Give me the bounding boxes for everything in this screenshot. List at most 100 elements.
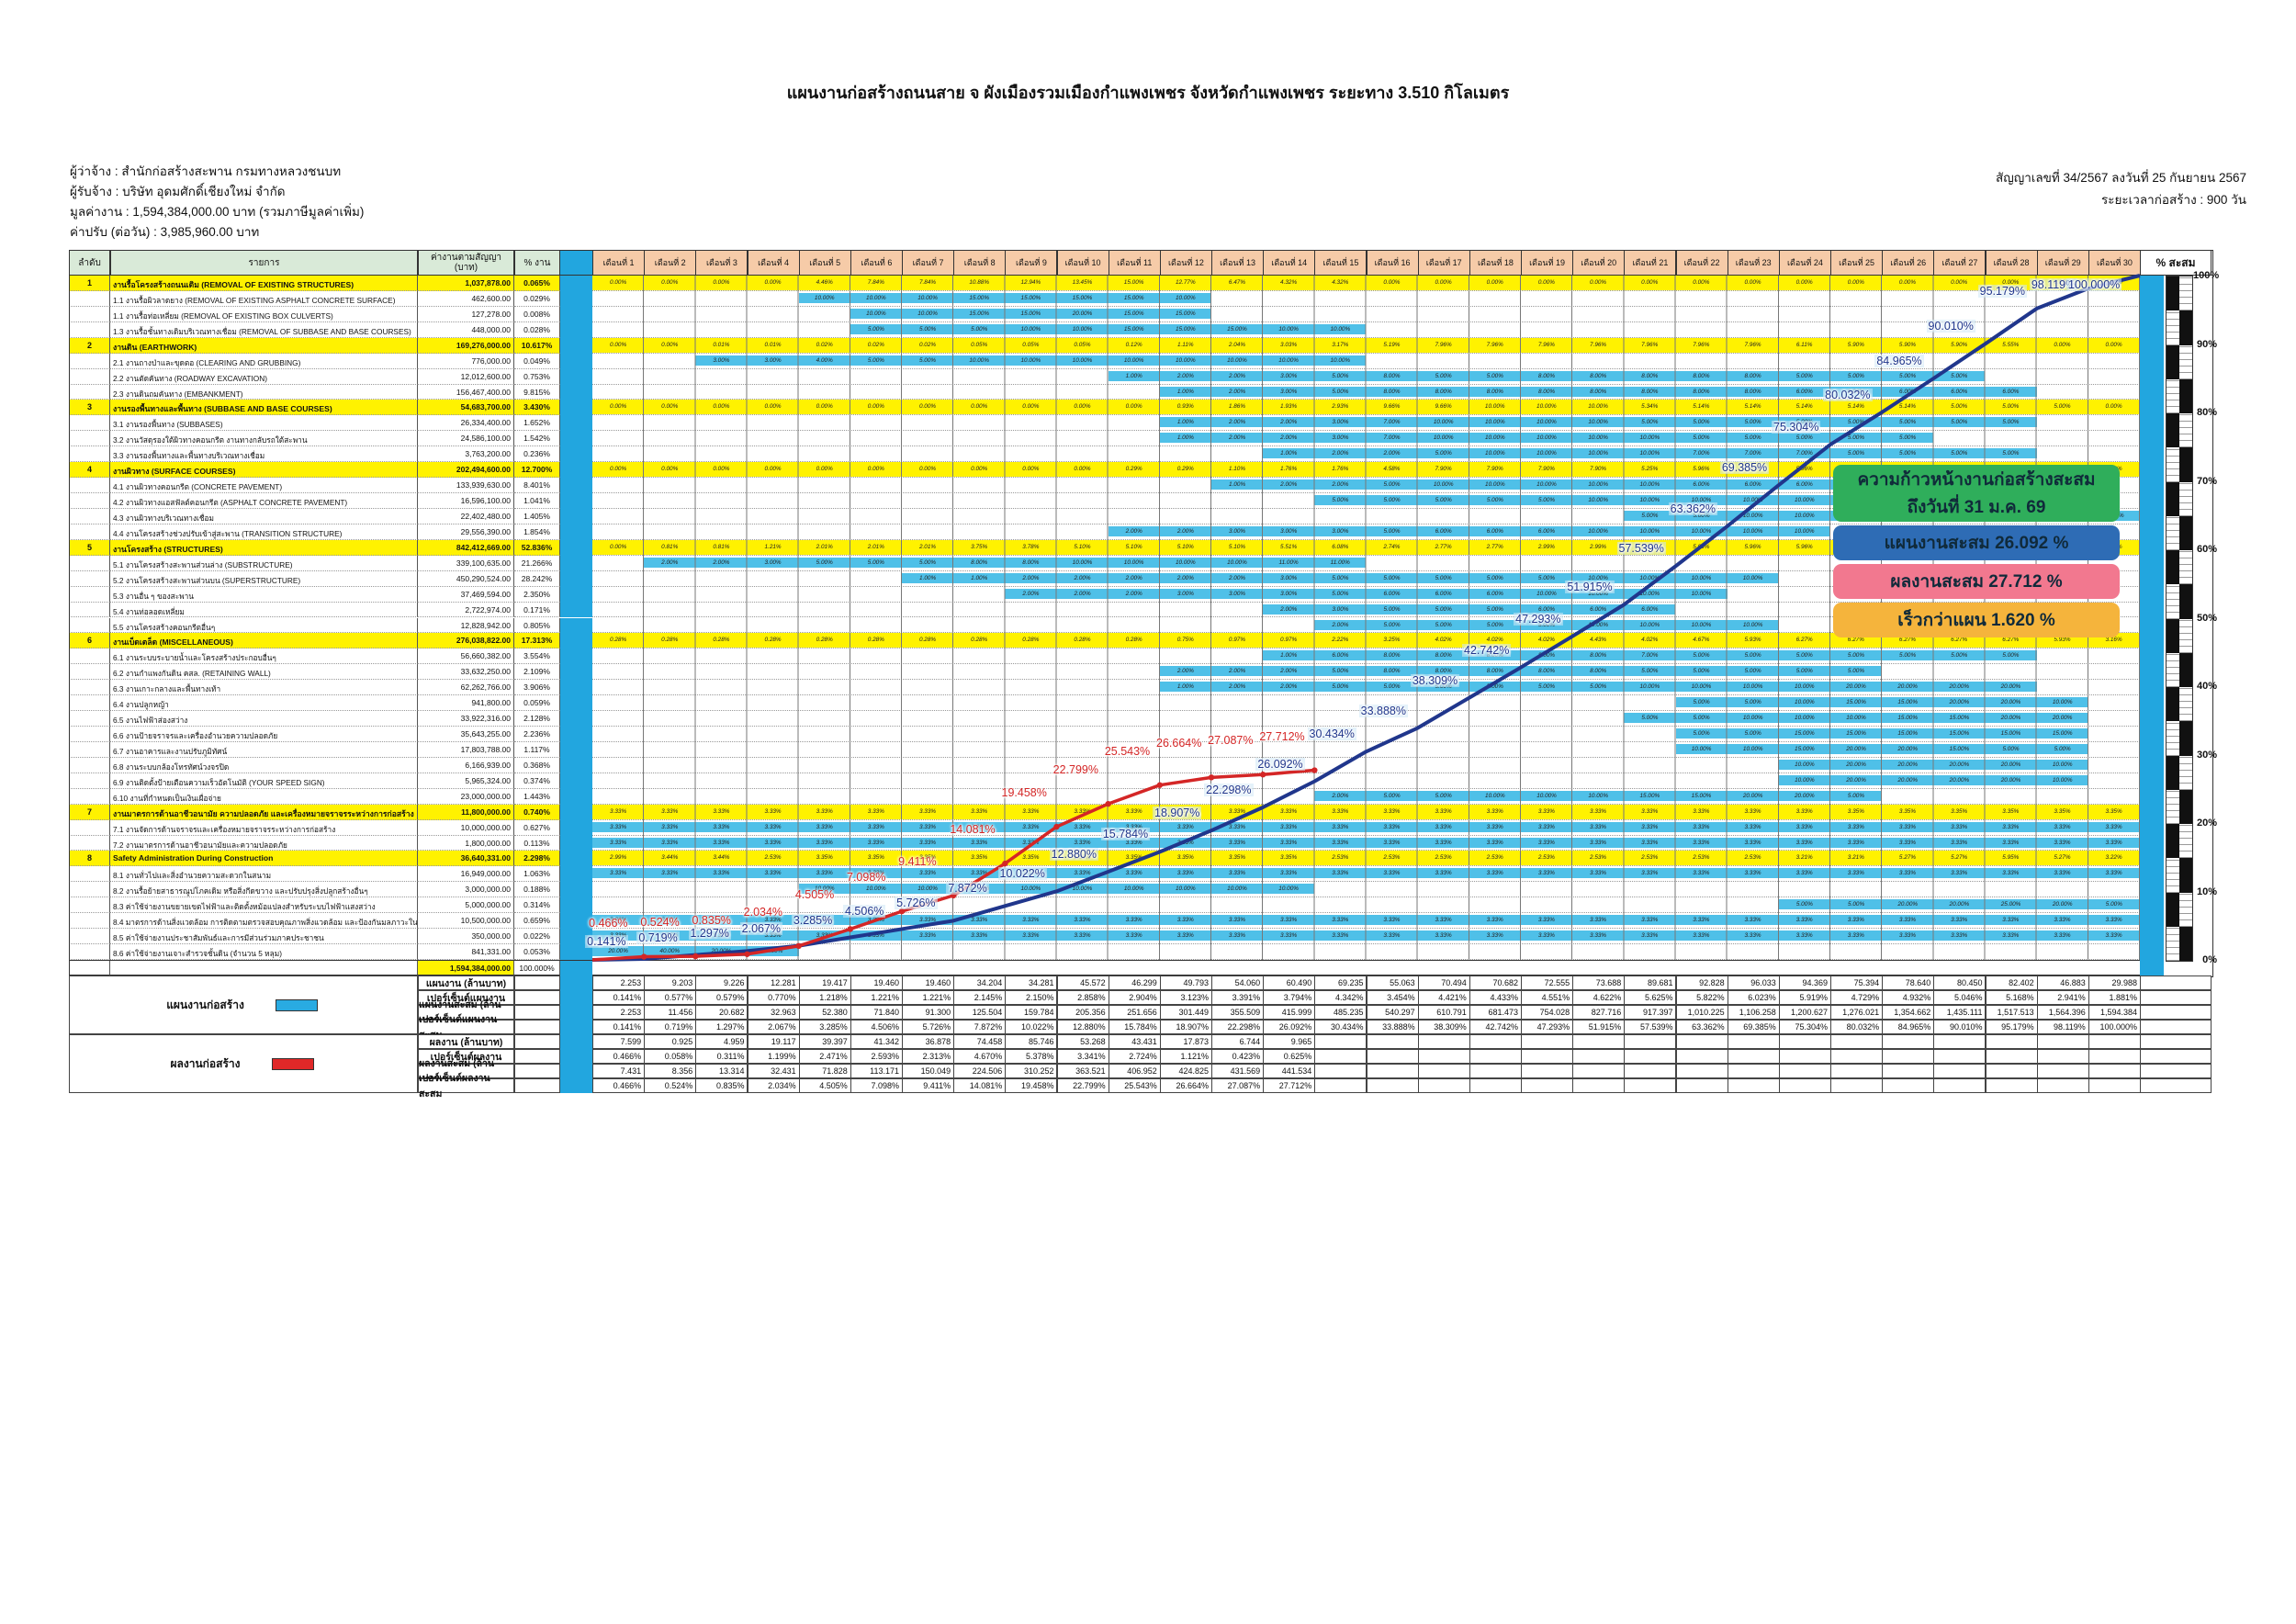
separator-strip [560,368,592,385]
gantt-cell-value: 7.90% [1435,466,1452,473]
summary-value-cell: 100.000% [2088,1020,2141,1034]
duration-line: ระยะเวลาก่อสร้าง : 900 วัน [2101,193,2246,207]
gantt-bar: 10.00% 20.00% 20.00% 20.00% 20.00% 10.00% [1778,759,2088,770]
row-number [69,835,110,851]
table-row: 6.9 งานติดตั้งป้ายเตือนความเร็วอัตโนมัติ… [69,773,2140,789]
summary-value-cell: 0.577% [644,990,697,1005]
gantt-cell-value: 10.00% [1588,497,1609,504]
summary-spacer [514,1020,560,1034]
gantt-cell-value: 2.00% [1383,450,1401,457]
gantt-cell-value: 2.00% [1229,419,1246,426]
summary-value-cell: 27.087% [1211,1078,1265,1093]
summary-value-cell: 0.141% [592,1020,646,1034]
separator-strip [560,929,592,945]
gantt-cell-value: 10.00% [1691,745,1712,752]
table-row: 6.8 งานระบบกล้องโทรทัศน์วงจรปิด 6,166,93… [69,757,2140,773]
row-number [69,819,110,836]
gantt-cell-value: 12.77% [1175,279,1196,286]
summary-value-cell: 1,106.258 [1727,1005,1780,1020]
gantt-cell-value: 10.00% [1691,574,1712,581]
summary-value-cell: 4.421% [1417,990,1470,1005]
gantt-cell-value: 8.00% [1744,388,1761,395]
gantt-cell-value: 5.00% [1435,450,1452,457]
gantt-bar: 2.00% 2.00% 3.00% 3.00% 3.00% 5.00% 6.00% 6.00%… [1108,525,1830,536]
summary-value-cell [2036,1034,2089,1049]
gantt-cell-value: 3.33% [1744,932,1761,940]
gantt-cell-value: 0.01% [764,341,782,348]
separator-strip [560,602,592,618]
gantt-cell-value: 20.00% [1846,776,1866,784]
row-label: 3.2 งานวัสดุรองใต้ผิวทางคอนกรีต งานทางกล… [110,431,418,447]
gantt-cell-value: 15.00% [1897,730,1919,738]
summary-value-cell [1366,1064,1419,1078]
gantt-row: 10.00% 10.00% 10.00% 15.00% 15.00% 15.00% 15.0… [592,291,2140,307]
row-label: 2.3 งานดินถมคันทาง (EMBANKMENT) [110,384,418,400]
row-percent: 0.188% [514,882,560,898]
table-row: 1 งานรื้อโครงสร้างถนนเดิม (REMOVAL OF EX… [69,276,2140,291]
gantt-cell-value: 3.33% [1074,932,1091,940]
summary-value-cell: 36.878 [902,1034,955,1049]
gantt-cell-value: 4.02% [1537,637,1555,644]
summary-value-cell: 96.033 [1727,976,1780,990]
gantt-cell-value: 3.33% [1280,807,1298,815]
summary-spacer [514,1064,560,1078]
row-amount: 29,556,390.00 [418,524,514,540]
month-header-cell: เดือนที่ 17 [1417,250,1470,276]
summary-value-cell [1469,1034,1522,1049]
gantt-cell-value: 15.00% [1123,325,1144,333]
gantt-cell-value: 3.33% [1641,870,1659,877]
summary-value-cell: 75.304% [1778,1020,1831,1034]
summary-value-cell: 14.081% [953,1078,1007,1093]
summary-value-cell: 0.524% [644,1078,697,1093]
month-header-cell: เดือนที่ 6 [850,250,903,276]
gantt-cell-value: 3.33% [2002,932,2020,940]
gantt-cell-value: 3.33% [1486,870,1503,877]
table-row: 4.2 งานผิวทางแอสฟัลต์คอนกรีต (ASPHALT CO… [69,493,2140,509]
row-label: 2.2 งานตัดคันทาง (ROADWAY EXCAVATION) [110,368,418,385]
summary-value-cell [1778,1078,1831,1093]
summary-value-cell: 45.572 [1056,976,1109,990]
gantt-cell-value: 5.00% [867,325,884,333]
gantt-cell-value: 15.00% [1123,279,1144,286]
gantt-cell-value: 10.00% [1536,450,1557,457]
row-number [69,446,110,463]
gantt-cell-value: 7.90% [1486,466,1503,473]
summary-value-cell [1624,1034,1677,1049]
table-row: 4.1 งานผิวทางคอนกรีต (CONCRETE PAVEMENT)… [69,478,2140,494]
month-header-cell: เดือนที่ 9 [1005,250,1058,276]
row-percent: 2.128% [514,711,560,727]
summary-value-cell: 125.504 [953,1005,1007,1020]
gantt-cell-value: 3.00% [1280,590,1298,597]
gantt-cell-value: 20.00% [2000,776,2021,784]
row-label: งานดิน (EARTHWORK) [110,337,418,354]
gantt-cell-value: 5.27% [2054,854,2071,862]
row-percent: 0.049% [514,353,560,369]
summary-value-cell: 74.458 [953,1034,1007,1049]
summary-value-cell [1521,1034,1574,1049]
summary-value-cell: 69.385% [1727,1020,1780,1034]
gantt-cell-value: 2.00% [661,558,679,566]
gantt-bar: 1.00% 2.00% 2.00% 3.00% 7.00% 10.00% 10.00% 10.… [1159,433,1934,444]
gantt-cell-value: 10.00% [1588,403,1608,411]
gantt-cell-value: 13.45% [1072,279,1093,286]
gantt-cell-value: 5.00% [1383,792,1401,799]
gantt-cell-value: 3.33% [1641,823,1659,830]
summary-value-cell: 917.397 [1624,1005,1677,1020]
gantt-cell-value: 8.00% [1590,652,1607,660]
gantt-cell-value: 3.33% [1022,839,1040,846]
separator-strip [560,446,592,463]
total-amount: 1,594,384,000.00 [418,961,514,976]
summary-value-cell: 34.204 [953,976,1007,990]
gantt-cell-value: 0.02% [816,341,833,348]
gantt-cell-value: 5.00% [1486,683,1503,691]
month-header-cell: เดือนที่ 1 [592,250,646,276]
summary-value-cell: 1.297% [695,1020,748,1034]
gantt-cell-value: 3.35% [2054,807,2071,815]
summary-value-cell: 251.656 [1108,1005,1161,1020]
month-header-cell: เดือนที่ 12 [1159,250,1212,276]
gantt-row: 3.33% 3.33% 3.33% 3.33% 3.33% 3.33% 3.33% 3.33%… [592,804,2140,820]
row-percent: 1.063% [514,866,560,883]
summary-value-cell: 5.046% [1933,990,1986,1005]
gantt-cell-value: 3.33% [1176,870,1194,877]
gantt-cell-value: 3.35% [2105,807,2122,815]
